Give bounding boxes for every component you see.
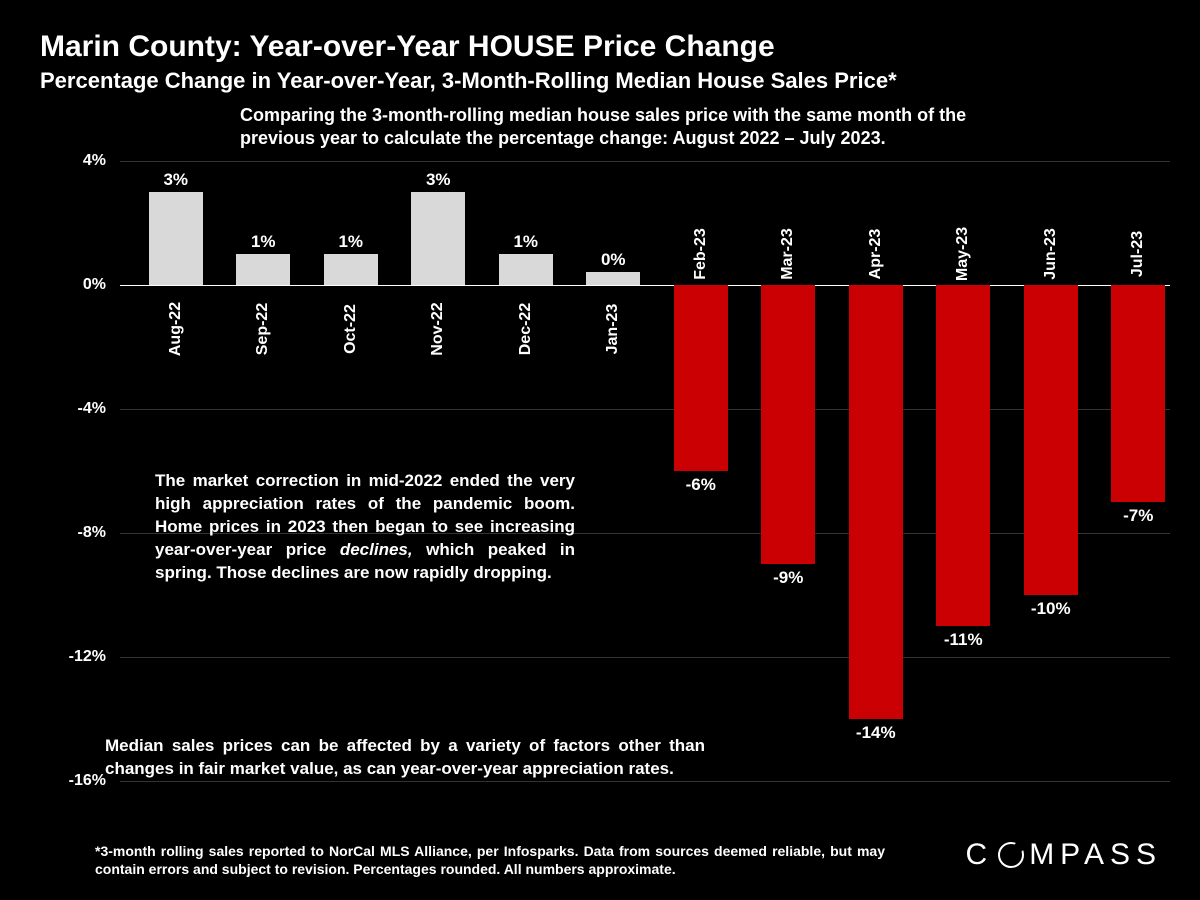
bar — [149, 192, 203, 285]
y-axis-label: 0% — [83, 276, 114, 294]
bar-value-label: -10% — [1024, 599, 1078, 619]
bar-value-label: -6% — [674, 475, 728, 495]
bar — [1111, 285, 1165, 502]
gridline — [120, 161, 1170, 162]
footnote: *3-month rolling sales reported to NorCa… — [95, 842, 885, 878]
bar-value-label: 1% — [236, 232, 290, 252]
bar — [586, 272, 640, 284]
bar-value-label: 1% — [499, 232, 553, 252]
annotation-main: The market correction in mid-2022 ended … — [155, 470, 575, 585]
category-label: Jan-23 — [604, 299, 622, 359]
bar — [674, 285, 728, 471]
category-label: Aug-22 — [167, 299, 185, 359]
category-label: Nov-22 — [429, 299, 447, 359]
compass-logo: C MPASS — [966, 838, 1162, 872]
bar-value-label: 0% — [586, 250, 640, 270]
y-axis-label: -4% — [78, 400, 114, 418]
chart-description: Comparing the 3-month-rolling median hou… — [240, 104, 1040, 151]
gridline — [120, 409, 1170, 410]
logo-text-pre: C — [966, 838, 994, 872]
category-label: Jul-23 — [1129, 224, 1147, 284]
chart-title: Marin County: Year-over-Year HOUSE Price… — [40, 30, 1160, 64]
bar — [236, 254, 290, 285]
bar — [849, 285, 903, 719]
bar — [936, 285, 990, 626]
category-label: Dec-22 — [517, 299, 535, 359]
gridline — [120, 657, 1170, 658]
bar — [499, 254, 553, 285]
bar — [761, 285, 815, 564]
chart-subtitle: Percentage Change in Year-over-Year, 3-M… — [40, 68, 1160, 94]
bar-value-label: 1% — [324, 232, 378, 252]
category-label: May-23 — [954, 224, 972, 284]
bar — [1024, 285, 1078, 595]
gridline — [120, 781, 1170, 782]
bar-value-label: -11% — [936, 630, 990, 650]
logo-text-post: MPASS — [1029, 838, 1162, 872]
y-axis-label: -12% — [69, 648, 114, 666]
bar — [324, 254, 378, 285]
category-label: Jun-23 — [1042, 224, 1060, 284]
bar-value-label: 3% — [149, 170, 203, 190]
category-label: Oct-22 — [342, 299, 360, 359]
axis-baseline — [120, 285, 1170, 286]
category-label: Feb-23 — [692, 224, 710, 284]
logo-o-icon — [998, 842, 1024, 868]
y-axis-label: 4% — [83, 152, 114, 170]
y-axis-label: -8% — [78, 524, 114, 542]
annotation-secondary: Median sales prices can be affected by a… — [105, 735, 705, 781]
bar-value-label: -14% — [849, 723, 903, 743]
bar — [411, 192, 465, 285]
category-label: Sep-22 — [254, 299, 272, 359]
bar-value-label: -7% — [1111, 506, 1165, 526]
bar-value-label: 3% — [411, 170, 465, 190]
bar-value-label: -9% — [761, 568, 815, 588]
category-label: Mar-23 — [779, 224, 797, 284]
category-label: Apr-23 — [867, 224, 885, 284]
